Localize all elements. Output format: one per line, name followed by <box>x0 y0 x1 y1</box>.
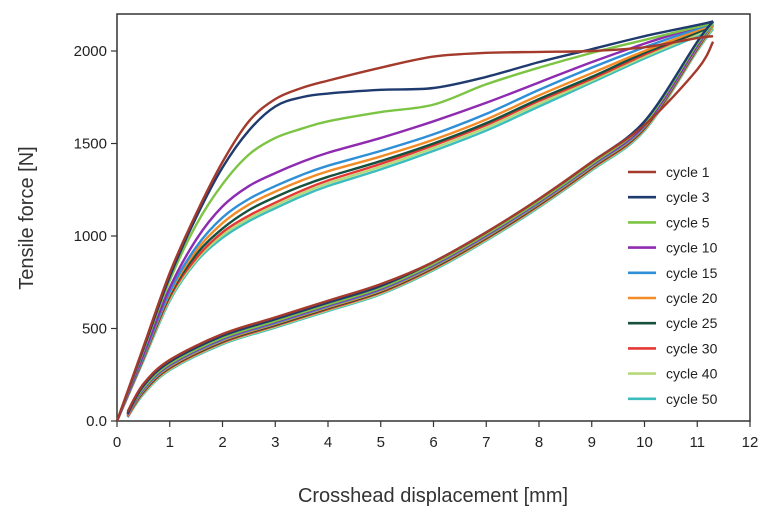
legend-item: cycle 3 <box>628 189 710 205</box>
series-line-loading-4 <box>115 20 714 422</box>
legend-item: cycle 40 <box>628 366 718 382</box>
legend-item: cycle 10 <box>628 240 718 256</box>
x-tick-label: 6 <box>429 434 437 451</box>
series-line-loading-1 <box>115 35 714 422</box>
legend-item: cycle 25 <box>628 315 718 331</box>
y-tick-label: 500 <box>82 321 107 338</box>
x-axis-ticks: 0 1 2 3 4 5 6 7 8 9 10 11 12 <box>113 421 759 451</box>
series-line-unloading-7 <box>126 24 715 417</box>
legend-label: cycle 40 <box>666 366 718 382</box>
series-layer <box>115 20 715 422</box>
series-line-loading-7 <box>115 24 714 422</box>
legend-item: cycle 30 <box>628 340 718 356</box>
series-line-loading-5 <box>115 22 714 422</box>
legend-item: cycle 50 <box>628 391 718 407</box>
series-line-unloading-3 <box>126 22 715 415</box>
x-tick-label: 11 <box>689 434 705 451</box>
series-cycle-15 <box>115 22 715 422</box>
series-line-loading-2 <box>115 20 714 422</box>
series-line-unloading-9 <box>126 26 715 418</box>
x-tick-label: 4 <box>324 434 332 451</box>
legend: cycle 1 cycle 3 cycle 5 cycle 10 cycle 15 cyc… <box>628 164 718 407</box>
x-tick-label: 1 <box>166 434 174 451</box>
y-tick-label: 2000 <box>74 43 107 60</box>
x-tick-label: 8 <box>535 434 543 451</box>
series-line-loading-3 <box>115 22 714 422</box>
x-axis-title: Crosshead displacement [mm] <box>298 485 568 507</box>
series-cycle-10 <box>115 20 715 422</box>
x-tick-label: 7 <box>482 434 490 451</box>
legend-item: cycle 20 <box>628 290 718 306</box>
series-cycle-30 <box>115 24 715 422</box>
y-tick-label: 1500 <box>74 136 107 153</box>
legend-label: cycle 10 <box>666 240 718 256</box>
legend-item: cycle 5 <box>628 214 710 230</box>
x-tick-label: 5 <box>377 434 385 451</box>
series-cycle-5 <box>115 22 715 422</box>
series-line-loading-6 <box>115 23 714 422</box>
legend-label: cycle 20 <box>666 290 718 306</box>
y-tick-label: 1000 <box>74 228 107 245</box>
legend-label: cycle 15 <box>666 265 718 281</box>
series-line-unloading-6 <box>126 24 715 417</box>
x-tick-label: 12 <box>742 434 759 451</box>
legend-label: cycle 3 <box>666 189 710 205</box>
series-line-unloading-4 <box>126 20 715 416</box>
legend-label: cycle 30 <box>666 340 718 356</box>
series-line-unloading-5 <box>126 22 715 416</box>
legend-label: cycle 5 <box>666 214 710 230</box>
legend-item: cycle 1 <box>628 164 710 180</box>
x-tick-label: 10 <box>636 434 653 451</box>
y-axis-title: Tensile force [N] <box>16 146 38 289</box>
y-tick-label: 0.0 <box>86 413 107 430</box>
series-line-unloading-1 <box>126 41 715 413</box>
series-line-loading-8 <box>115 24 714 422</box>
x-tick-label: 0 <box>113 434 121 451</box>
series-line-unloading-2 <box>126 20 715 415</box>
x-tick-label: 3 <box>271 434 279 451</box>
legend-item: cycle 15 <box>628 265 718 281</box>
legend-label: cycle 50 <box>666 391 718 407</box>
y-axis-ticks: 0.0 500 1000 1500 2000 <box>74 43 117 430</box>
legend-label: cycle 25 <box>666 315 718 331</box>
x-tick-label: 9 <box>588 434 596 451</box>
series-line-unloading-8 <box>126 24 715 418</box>
series-cycle-20 <box>115 23 715 422</box>
series-cycle-3 <box>115 20 715 422</box>
legend-label: cycle 1 <box>666 164 710 180</box>
series-cycle-25 <box>115 24 715 422</box>
series-cycle-1 <box>115 35 715 422</box>
x-tick-label: 2 <box>218 434 226 451</box>
